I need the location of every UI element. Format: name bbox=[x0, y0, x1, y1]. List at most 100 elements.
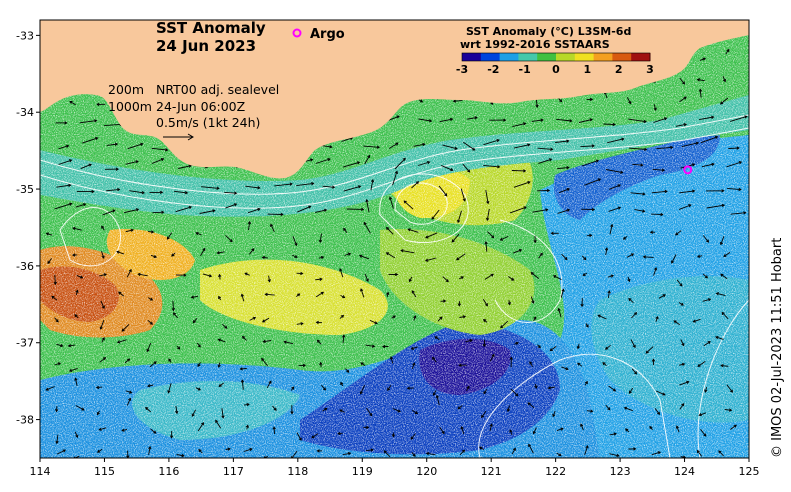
current-arrow bbox=[560, 289, 565, 298]
current-arrow bbox=[418, 118, 432, 122]
current-arrow-head bbox=[628, 298, 632, 302]
current-arrow-head bbox=[589, 233, 593, 238]
current-arrow-head bbox=[300, 271, 304, 276]
current-arrow-head bbox=[625, 428, 629, 432]
current-arrow bbox=[720, 273, 728, 280]
current-arrow-head bbox=[408, 278, 412, 283]
current-arrow-head bbox=[721, 189, 725, 193]
colorbar-swatch bbox=[612, 53, 632, 61]
current-arrow bbox=[69, 101, 76, 106]
current-arrow-head bbox=[489, 423, 493, 427]
current-arrow bbox=[676, 279, 683, 287]
current-arrow-head bbox=[324, 407, 328, 411]
current-arrow-head bbox=[347, 252, 352, 256]
current-arrow bbox=[411, 181, 419, 189]
current-arrow-head bbox=[246, 402, 250, 407]
current-arrow-head bbox=[412, 362, 416, 366]
current-arrow bbox=[656, 390, 666, 396]
current-arrow bbox=[96, 386, 103, 389]
current-arrow bbox=[681, 142, 699, 148]
current-arrow bbox=[537, 147, 553, 150]
current-arrow-head bbox=[491, 235, 495, 239]
current-arrow bbox=[365, 344, 375, 347]
current-arrow bbox=[697, 79, 705, 82]
current-arrow-head bbox=[411, 290, 415, 294]
current-arrow-head bbox=[91, 189, 95, 194]
colorbar-swatch bbox=[556, 53, 576, 61]
current-arrow-head bbox=[359, 391, 363, 395]
current-arrow-head bbox=[309, 158, 314, 162]
current-arrow bbox=[557, 167, 569, 170]
current-arrow bbox=[438, 185, 448, 197]
current-arrow-head bbox=[283, 340, 287, 344]
current-arrow-head bbox=[395, 272, 399, 277]
current-arrow bbox=[389, 197, 394, 209]
current-arrow-head bbox=[130, 228, 134, 232]
current-arrow-head bbox=[612, 388, 617, 392]
current-arrow bbox=[360, 385, 366, 394]
current-arrow bbox=[727, 187, 741, 191]
current-arrow bbox=[630, 192, 645, 195]
current-arrow-head bbox=[114, 142, 119, 146]
current-arrow-head bbox=[549, 348, 553, 352]
current-arrow bbox=[296, 182, 314, 187]
current-arrow-head bbox=[261, 319, 266, 323]
current-arrow-head bbox=[696, 254, 701, 258]
current-arrow bbox=[124, 358, 130, 364]
current-arrow-head bbox=[406, 386, 411, 390]
current-arrow-head bbox=[664, 189, 668, 194]
current-arrow bbox=[76, 274, 83, 279]
current-arrow-head bbox=[621, 137, 625, 141]
current-arrow bbox=[432, 357, 437, 363]
current-arrow-head bbox=[432, 356, 436, 360]
current-arrow bbox=[191, 409, 196, 417]
current-arrow bbox=[463, 141, 475, 151]
current-arrow-head bbox=[452, 99, 457, 103]
current-arrow bbox=[500, 320, 509, 329]
current-arrow bbox=[653, 267, 657, 276]
current-arrow bbox=[296, 322, 303, 325]
current-arrow-head bbox=[75, 289, 79, 293]
current-arrow bbox=[410, 433, 416, 440]
current-arrow-head bbox=[137, 272, 141, 277]
current-arrow-head bbox=[169, 435, 174, 439]
current-arrow-head bbox=[216, 186, 220, 190]
current-arrow bbox=[584, 178, 601, 186]
current-arrow-head bbox=[68, 183, 72, 188]
current-arrow bbox=[56, 343, 63, 347]
current-arrow-head bbox=[591, 144, 595, 148]
current-arrow bbox=[147, 231, 154, 233]
velocity-scale-label: 0.5m/s (1kt 24h) bbox=[156, 115, 260, 130]
velocity-scale-arrow bbox=[163, 133, 194, 141]
current-arrow-head bbox=[396, 115, 400, 119]
credit-text: © IMOS 02-Jul-2023 11:51 Hobart bbox=[770, 238, 785, 458]
current-arrow-head bbox=[681, 402, 685, 407]
current-arrow-head bbox=[507, 302, 512, 306]
x-tick-label: 114 bbox=[30, 465, 51, 478]
current-arrow bbox=[217, 251, 225, 254]
current-arrow-head bbox=[168, 358, 172, 362]
current-arrow bbox=[270, 224, 275, 232]
current-arrow-head bbox=[197, 387, 201, 391]
current-arrow bbox=[723, 252, 731, 257]
current-arrow bbox=[224, 191, 237, 194]
current-arrow bbox=[701, 163, 715, 168]
current-arrow bbox=[46, 232, 53, 236]
current-arrow-head bbox=[346, 369, 350, 373]
current-arrow bbox=[363, 145, 380, 148]
contour-200m bbox=[40, 114, 749, 195]
current-arrow bbox=[243, 448, 253, 452]
colorbar-tick-label: 2 bbox=[615, 63, 623, 76]
y-axis: -33 -34 -35 -36 -37 -38 bbox=[16, 29, 40, 427]
current-arrow-head bbox=[360, 207, 365, 211]
current-arrow-head bbox=[675, 232, 679, 236]
colorbar-frame bbox=[461, 52, 651, 62]
current-arrow bbox=[99, 427, 107, 431]
current-arrow bbox=[126, 398, 131, 406]
colorbar-tick-label: -1 bbox=[519, 63, 531, 76]
current-arrow-head bbox=[263, 455, 266, 458]
current-arrow bbox=[489, 423, 493, 432]
current-arrow-head bbox=[244, 272, 248, 276]
current-arrow bbox=[315, 278, 322, 281]
current-arrow bbox=[654, 408, 660, 415]
